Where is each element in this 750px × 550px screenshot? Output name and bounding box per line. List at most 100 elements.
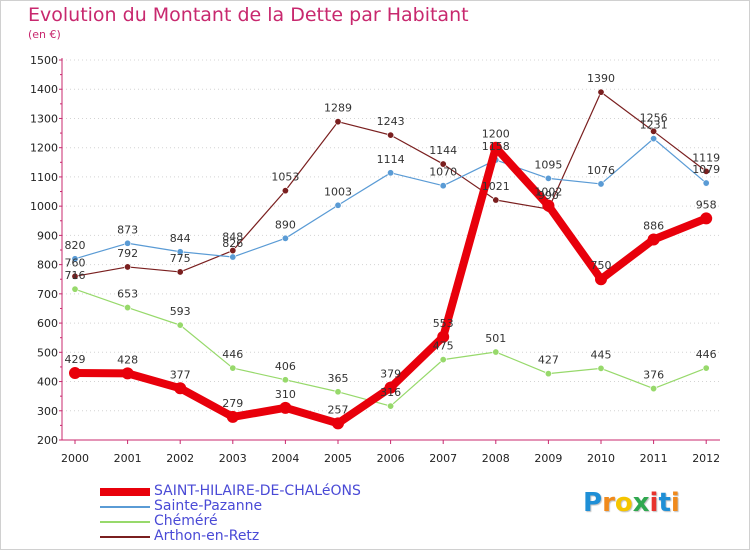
- x-tick-label: 2009: [534, 452, 562, 465]
- y-tick-label: 700: [37, 288, 58, 301]
- data-label: 445: [591, 348, 612, 361]
- data-label: 1390: [587, 72, 615, 85]
- y-tick-label: 900: [37, 229, 58, 242]
- data-point: [492, 196, 500, 204]
- data-label: 316: [380, 386, 401, 399]
- data-point: [702, 179, 710, 187]
- y-tick-label: 600: [37, 317, 58, 330]
- data-label: 446: [222, 348, 243, 361]
- data-label: 1002: [534, 186, 562, 199]
- data-label: 501: [485, 332, 506, 345]
- data-point: [439, 356, 447, 364]
- data-label: 1243: [377, 115, 405, 128]
- data-point: [334, 118, 342, 126]
- y-tick-label: 1200: [30, 142, 58, 155]
- data-label: 429: [65, 353, 86, 366]
- legend-swatch: [100, 536, 150, 538]
- data-label: 379: [380, 368, 401, 381]
- data-point: [650, 385, 658, 393]
- y-tick-label: 500: [37, 346, 58, 359]
- x-tick-label: 2012: [692, 452, 720, 465]
- data-label: 1200: [482, 128, 510, 141]
- data-label: 653: [117, 288, 138, 301]
- data-point: [332, 417, 344, 430]
- data-point: [281, 187, 289, 195]
- data-label: 376: [643, 369, 664, 382]
- data-label: 475: [433, 340, 454, 353]
- data-point: [69, 367, 81, 380]
- data-point: [174, 382, 187, 395]
- data-label: 873: [117, 223, 138, 236]
- data-point: [702, 167, 710, 175]
- data-point: [176, 321, 184, 329]
- data-point: [700, 212, 713, 225]
- data-point: [597, 88, 605, 96]
- data-label: 365: [328, 372, 349, 385]
- data-label: 792: [117, 247, 138, 260]
- data-point: [71, 285, 79, 293]
- data-label: 990: [538, 189, 559, 202]
- data-label: 716: [65, 269, 86, 282]
- x-tick-label: 2001: [114, 452, 142, 465]
- data-label: 593: [170, 305, 191, 318]
- data-label: 1119: [692, 151, 720, 164]
- data-point: [176, 268, 184, 276]
- data-point: [71, 272, 79, 280]
- data-point: [279, 401, 292, 414]
- data-point: [492, 348, 500, 356]
- y-tick-label: 1000: [30, 200, 58, 213]
- y-tick-label: 300: [37, 405, 58, 418]
- data-label: 958: [696, 198, 717, 211]
- data-point: [124, 304, 132, 312]
- data-label: 1021: [482, 180, 510, 193]
- proxiti-logo: Proxiti: [583, 488, 680, 518]
- data-label: 890: [275, 218, 296, 231]
- data-point: [650, 135, 658, 143]
- data-label: 886: [643, 219, 664, 232]
- data-point: [121, 367, 134, 380]
- logo-letter: x: [632, 488, 650, 518]
- y-tick-label: 1400: [30, 83, 58, 96]
- data-point: [71, 255, 79, 263]
- x-tick-label: 2005: [324, 452, 352, 465]
- chart-title: Evolution du Montant de la Dette par Hab…: [28, 4, 469, 26]
- data-label: 1289: [324, 102, 352, 115]
- legend-label: Sainte-Pazanne: [154, 498, 263, 514]
- data-label: 310: [275, 388, 296, 401]
- data-point: [124, 239, 132, 247]
- data-label: 826: [222, 237, 243, 250]
- data-point: [229, 253, 237, 261]
- y-tick-label: 400: [37, 376, 58, 389]
- data-label: 1076: [587, 164, 615, 177]
- data-label: 377: [170, 368, 191, 381]
- data-label: 1231: [640, 119, 668, 132]
- x-tick-label: 2006: [377, 452, 405, 465]
- x-tick-label: 2010: [587, 452, 615, 465]
- y-tick-label: 1100: [30, 171, 58, 184]
- data-label: 1070: [429, 166, 457, 179]
- data-point: [387, 169, 395, 177]
- data-label: 1144: [429, 144, 457, 157]
- data-label: 257: [328, 403, 349, 416]
- logo-letter: t: [658, 488, 671, 518]
- legend-swatch: [100, 506, 150, 508]
- data-point: [387, 402, 395, 410]
- x-tick-label: 2011: [640, 452, 668, 465]
- y-tick-label: 1500: [30, 54, 58, 67]
- data-label: 428: [117, 353, 138, 366]
- data-label: 844: [170, 232, 191, 245]
- data-point: [176, 248, 184, 256]
- data-label: 750: [591, 259, 612, 272]
- data-point: [281, 376, 289, 384]
- data-label: 1003: [324, 185, 352, 198]
- data-point: [226, 410, 239, 423]
- data-label: 1095: [534, 158, 562, 171]
- data-point: [647, 233, 660, 246]
- data-label: 760: [65, 256, 86, 269]
- x-tick-label: 2007: [429, 452, 457, 465]
- data-point: [437, 330, 450, 343]
- legend-label: Arthon-en-Retz: [154, 528, 260, 544]
- legend-label: SAINT-HILAIRE-DE-CHALéONS: [154, 483, 361, 499]
